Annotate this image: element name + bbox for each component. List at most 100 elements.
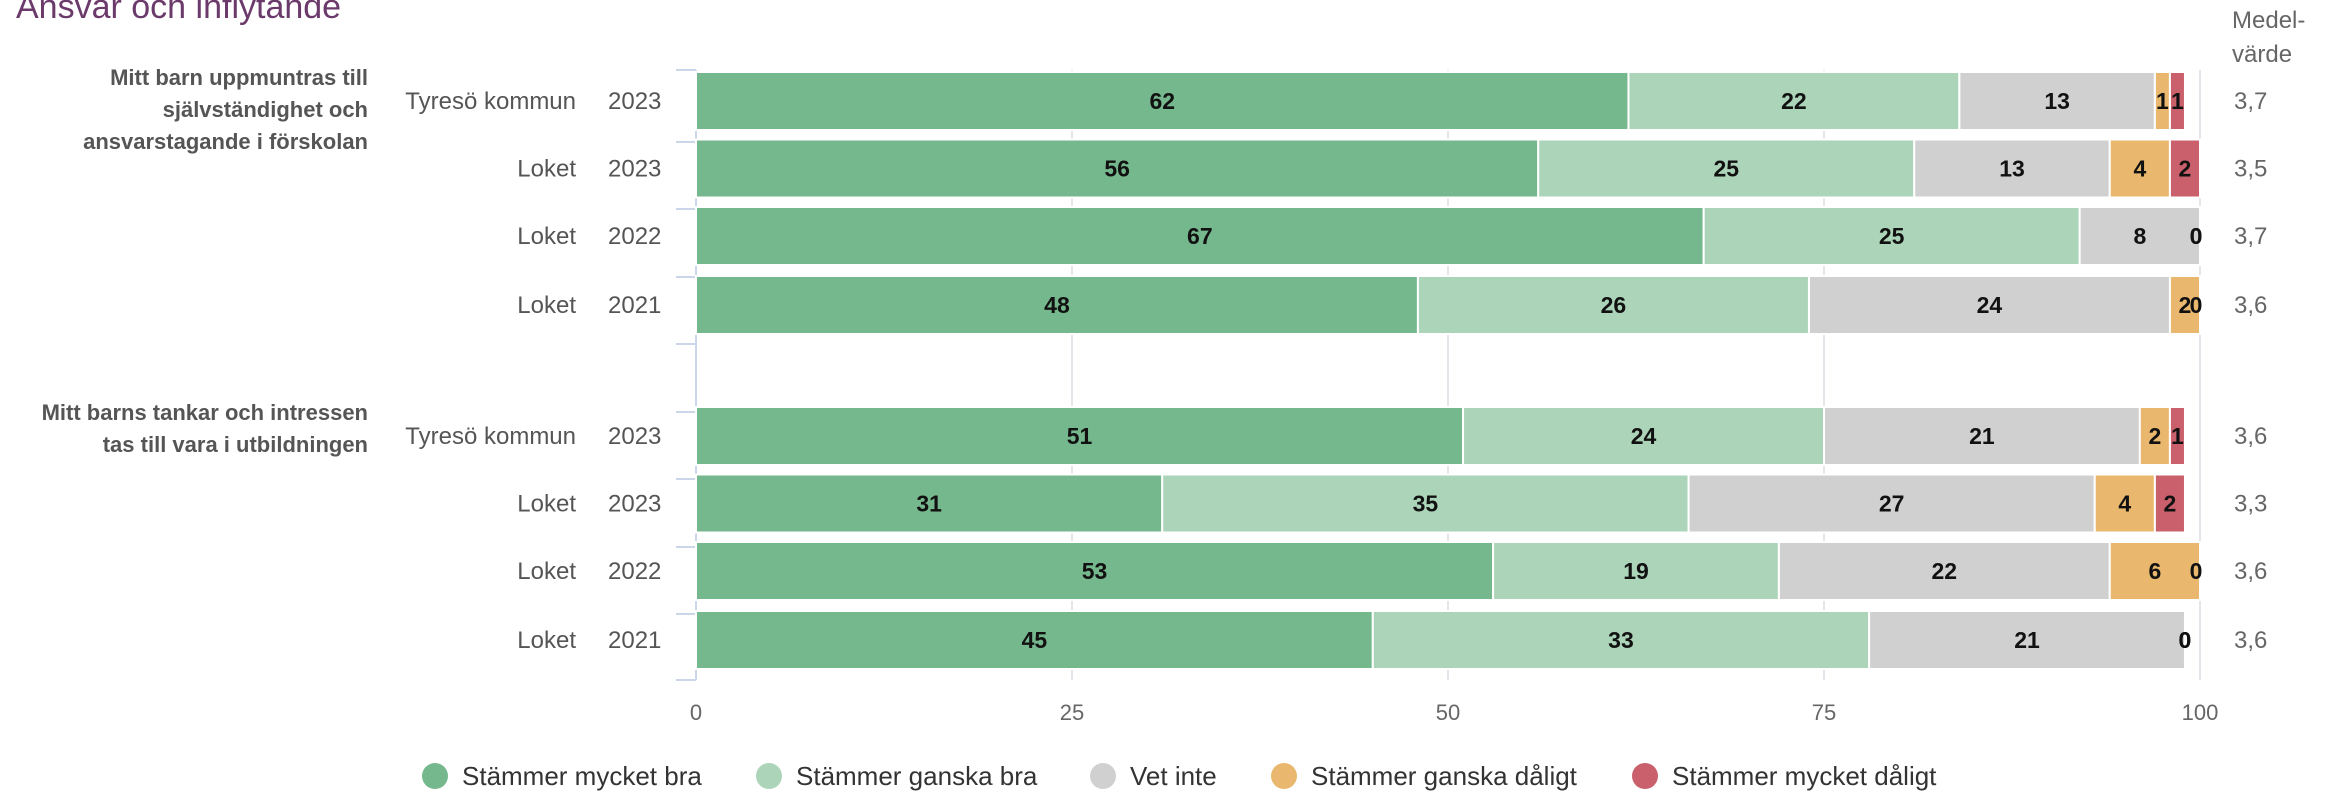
bar-segment: [695, 206, 1705, 266]
row-year-label: 2022: [608, 558, 661, 585]
data-label: 1: [2156, 88, 2169, 114]
bar-segment: [1627, 71, 1961, 131]
bar-segment: [1777, 541, 2111, 601]
bar-segment: [2153, 473, 2186, 534]
x-tick-label: 50: [1436, 700, 1460, 725]
bar-segment: [2168, 406, 2186, 466]
legend-item[interactable]: Stämmer mycket dåligt: [1632, 757, 1936, 795]
data-label: 2: [2164, 491, 2177, 517]
row-unit-label: Loket: [517, 558, 576, 585]
bar-segment: [2168, 71, 2186, 131]
data-label: 13: [1999, 156, 2025, 182]
data-label: 27: [1879, 491, 1905, 517]
legend-label: Vet inte: [1130, 760, 1217, 791]
legend-item[interactable]: Stämmer mycket bra: [422, 757, 702, 795]
data-label: 0: [2190, 223, 2203, 249]
data-label: 56: [1104, 156, 1130, 182]
mean-value: 3,5: [2234, 156, 2267, 183]
legend-item[interactable]: Vet inte: [1090, 757, 1217, 795]
legend-marker-icon: [1632, 763, 1658, 789]
bar-segment: [2078, 206, 2201, 266]
bar-segment: [2108, 138, 2171, 199]
bar-segment: [1807, 275, 2171, 335]
data-label: 2: [2179, 292, 2192, 318]
legend-item[interactable]: Stämmer ganska dåligt: [1271, 757, 1577, 795]
data-label: 25: [1713, 156, 1739, 182]
question-label: självständighet och: [163, 97, 368, 122]
page-title: Ansvar och inflytande: [16, 0, 342, 26]
row-year-label: 2023: [608, 423, 661, 450]
row-unit-label: Loket: [517, 156, 576, 183]
x-tick-label: 100: [2182, 700, 2219, 725]
bar-segment: [1687, 473, 2096, 534]
data-label: 48: [1044, 292, 1070, 318]
bar-segment: [1416, 275, 1810, 335]
data-label: 19: [1623, 558, 1649, 584]
data-label: 62: [1149, 88, 1175, 114]
mean-header: Medel- värde: [2232, 4, 2322, 72]
data-label: 1: [2171, 423, 2184, 449]
legend: Stämmer mycket bra Stämmer ganska bra Vet …: [0, 757, 2327, 795]
data-label: 1: [2171, 88, 2184, 114]
bar-segment: [1868, 610, 2186, 670]
x-tick-label: 0: [690, 700, 702, 725]
legend-marker-icon: [1271, 763, 1297, 789]
row-unit-label: Tyresö kommun: [405, 423, 576, 450]
row-unit-label: Tyresö kommun: [405, 88, 576, 115]
bar-segment: [1537, 138, 1916, 199]
row-year-label: 2023: [608, 88, 661, 115]
bar-segment: [695, 541, 1495, 601]
data-label: 4: [2118, 491, 2131, 517]
legend-label: Stämmer mycket bra: [462, 760, 702, 791]
legend-marker-icon: [1090, 763, 1116, 789]
question-label: Mitt barn uppmuntras till: [110, 65, 368, 90]
data-label: 13: [2044, 88, 2070, 114]
bar-segment: [2108, 541, 2202, 601]
bar-segment: [1371, 610, 1871, 670]
bar-segment: [1823, 406, 2141, 466]
data-label: 4: [2133, 156, 2146, 182]
row-year-label: 2021: [608, 292, 661, 319]
bar-segment: [2093, 473, 2156, 534]
bar-segment: [695, 71, 1630, 131]
mean-header-line-1: Medel-: [2232, 7, 2306, 34]
legend-marker-icon: [422, 763, 448, 789]
bar-segment: [2168, 138, 2201, 199]
bar-segment: [1161, 473, 1690, 534]
data-label: 2: [2148, 423, 2161, 449]
data-label: 67: [1187, 223, 1213, 249]
legend-item[interactable]: Stämmer ganska bra: [756, 757, 1037, 795]
mean-header-line-2: värde: [2232, 41, 2293, 68]
row-unit-label: Loket: [517, 292, 576, 319]
data-label: 31: [916, 491, 942, 517]
data-label: 24: [1631, 423, 1657, 449]
data-label: 8: [2133, 223, 2146, 249]
legend-label: Stämmer mycket dåligt: [1672, 760, 1937, 791]
row-year-label: 2023: [608, 491, 661, 518]
data-label: 35: [1413, 491, 1439, 517]
data-label: 0: [2179, 627, 2192, 653]
data-label: 21: [1969, 423, 1995, 449]
data-label: 6: [2148, 558, 2161, 584]
x-tick-label: 75: [1812, 700, 1836, 725]
data-label: 22: [1932, 558, 1958, 584]
data-label: 25: [1879, 223, 1905, 249]
data-label: 21: [2014, 627, 2040, 653]
question-label: Mitt barns tankar och intressen: [42, 400, 368, 425]
bar-segment: [1492, 541, 1780, 601]
row-year-label: 2021: [608, 627, 661, 654]
mean-value: 3,6: [2234, 627, 2267, 654]
row-unit-label: Loket: [517, 627, 576, 654]
question-label: ansvarstagande i förskolan: [83, 129, 368, 154]
legend-marker-icon: [756, 763, 782, 789]
data-label: 2: [2179, 156, 2192, 182]
mean-value: 3,6: [2234, 423, 2267, 450]
data-label: 26: [1601, 292, 1627, 318]
row-unit-label: Loket: [517, 223, 576, 250]
data-label: 53: [1082, 558, 1108, 584]
row-unit-label: Loket: [517, 491, 576, 518]
mean-value: 3,6: [2234, 558, 2267, 585]
data-label: 0: [2190, 292, 2203, 318]
data-label: 22: [1781, 88, 1807, 114]
